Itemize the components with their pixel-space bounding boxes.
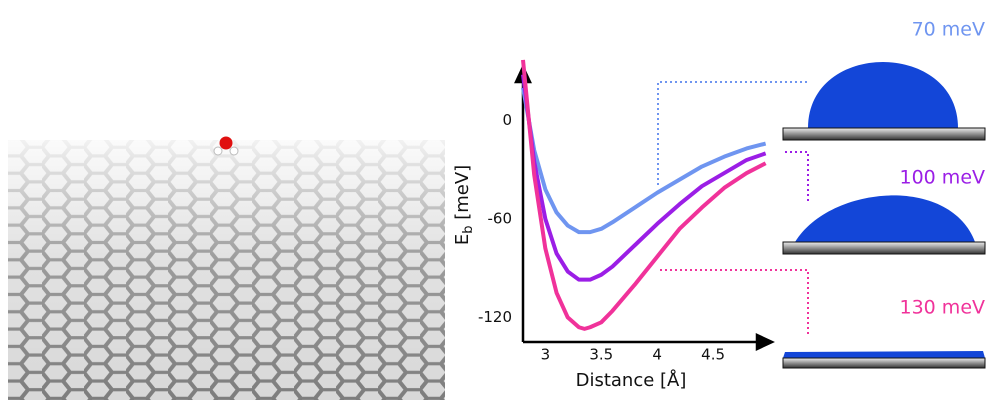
graphene-image — [8, 140, 445, 400]
water-molecule — [213, 136, 239, 156]
x-tick-label: 3.5 — [589, 346, 613, 364]
connectors — [657, 81, 810, 335]
x-axis-title: Distance [Å] — [576, 369, 687, 391]
x-tick-label: 4 — [652, 346, 662, 364]
y-tick-label: -60 — [488, 210, 513, 228]
y-tick-label: 0 — [502, 111, 512, 129]
curve — [521, 74, 767, 282]
y-axis-title: Eb [meV] — [452, 165, 476, 245]
curve — [521, 87, 767, 235]
series-label: 100 meV — [900, 167, 986, 189]
y-unit: [meV] — [452, 165, 473, 226]
y-tick-label: -120 — [478, 308, 512, 326]
y-subscript: b — [461, 226, 476, 234]
series-label: 70 meV — [912, 19, 985, 41]
x-tick-label: 3 — [541, 346, 551, 364]
curve — [521, 59, 767, 331]
series-label: 130 meV — [900, 297, 986, 319]
y-symbol: E — [452, 234, 473, 245]
x-tick-label: 4.5 — [701, 346, 725, 364]
droplets — [782, 62, 986, 369]
